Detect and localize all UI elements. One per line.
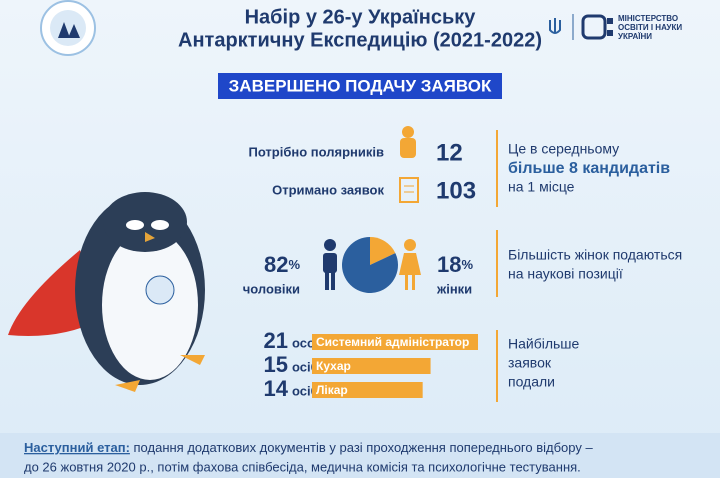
role-bar [312, 334, 478, 350]
stat-label: Отримано заявок [272, 182, 384, 197]
role-count: 14 [264, 376, 289, 401]
banner [218, 73, 502, 99]
note-line: заявок [508, 355, 552, 371]
gender-percent: 18% [437, 252, 473, 277]
role-name: Лікар [316, 383, 348, 397]
stat-value: 12 [436, 139, 463, 166]
role-unit: осіб [292, 359, 319, 374]
role-bar [312, 358, 431, 374]
penguin [8, 192, 205, 392]
note-line: більше 8 кандидатів [508, 160, 670, 177]
footer-text: Наступний етап: подання додаткових докум… [24, 440, 593, 455]
role-count: 21 [264, 328, 288, 353]
note-line: Це в середньому [508, 141, 619, 157]
polar-icon [400, 126, 416, 158]
ministry-text: УКРАЇНИ [618, 32, 652, 41]
pie-slice [342, 237, 398, 293]
woman-icon [399, 239, 421, 290]
footer-label: Наступний етап: [24, 440, 130, 455]
footer-bg [0, 433, 720, 478]
role-count: 15 [264, 352, 288, 377]
note-line: на 1 місце [508, 179, 575, 195]
note-line: Більшість жінок подаються [508, 247, 682, 263]
gender-label: жінки [436, 281, 472, 296]
stat-value: 103 [436, 177, 476, 204]
form-icon [399, 177, 419, 203]
gender-label: чоловіки [243, 281, 300, 296]
percent-unit: % [461, 257, 473, 272]
percent-value: 82 [264, 252, 288, 277]
ministry-text: ОСВІТИ І НАУКИ [618, 23, 682, 32]
title-line: Антарктичну Експедицію (2021-2022) [178, 29, 542, 51]
pie-slice [370, 237, 396, 265]
banner-text: ЗАВЕРШЕНО ПОДАЧУ ЗАЯВОК [229, 76, 492, 95]
note-line: на наукові позиції [508, 266, 623, 282]
expedition-logo [40, 0, 96, 56]
note-line: Найбільше [508, 336, 580, 352]
footer-line: подання додаткових документів у разі про… [130, 440, 594, 455]
ministry-text: МІНІСТЕРСТВО [618, 14, 678, 23]
role-bar [312, 382, 423, 398]
percent-unit: % [288, 257, 300, 272]
gender-percent: 82% [264, 252, 300, 277]
stat-label: Потрібно полярників [248, 144, 384, 159]
role-name: Системний адміністратор [316, 335, 469, 349]
footer-line: до 26 жовтня 2020 р., потім фахова співб… [24, 459, 581, 474]
percent-value: 18 [437, 252, 461, 277]
role-name: Кухар [316, 359, 351, 373]
title-line: Набір у 26-у Українську [245, 6, 477, 28]
ministry-logo [549, 14, 613, 40]
role-unit: осіб [292, 383, 319, 398]
note-line: подали [508, 374, 555, 390]
man-icon [323, 239, 337, 290]
